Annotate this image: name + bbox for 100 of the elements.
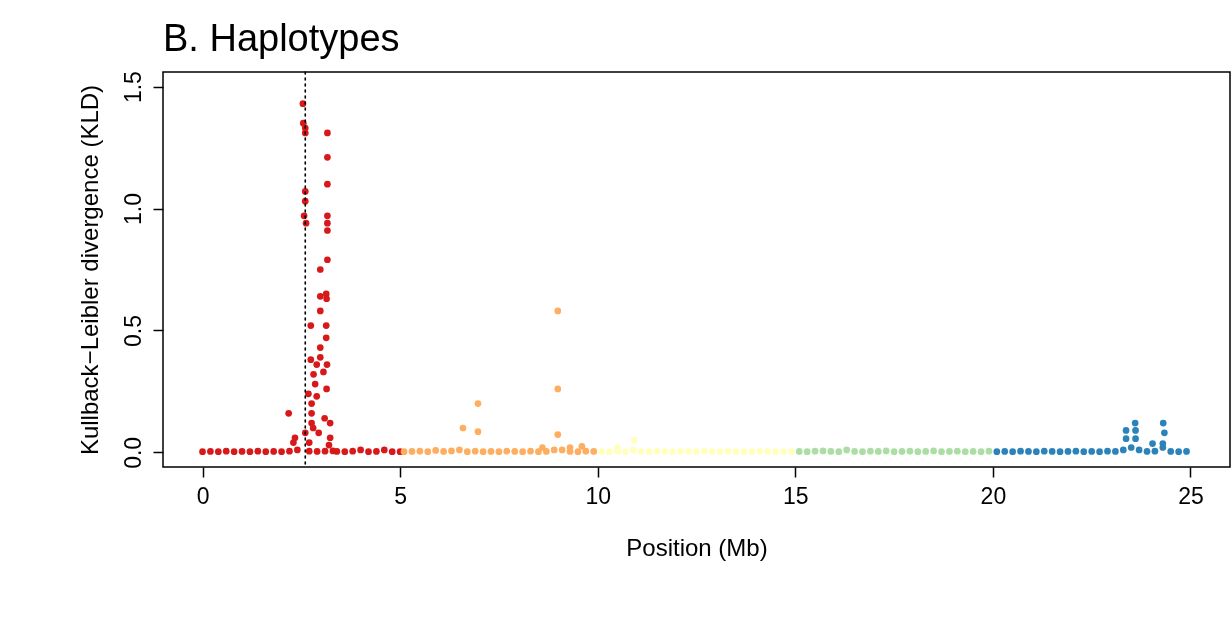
- point: [661, 448, 669, 455]
- point: [1151, 447, 1159, 455]
- point: [811, 447, 819, 455]
- point: [1122, 427, 1130, 434]
- point: [653, 447, 661, 455]
- point: [685, 448, 692, 455]
- point: [795, 448, 803, 455]
- point: [1001, 448, 1009, 455]
- point: [1119, 446, 1127, 454]
- point: [1104, 447, 1111, 455]
- point: [1017, 447, 1024, 455]
- chart-title: B. Haplotypes: [163, 16, 400, 59]
- point: [527, 447, 534, 455]
- point: [637, 448, 645, 455]
- y-tick-label: 0.5: [119, 314, 146, 347]
- point: [819, 447, 827, 455]
- point: [1096, 448, 1103, 455]
- point: [1040, 447, 1048, 455]
- point: [554, 431, 562, 438]
- point: [1048, 448, 1056, 455]
- point: [1127, 444, 1135, 451]
- point: [1132, 435, 1139, 443]
- point: [993, 448, 1001, 455]
- point: [495, 448, 503, 455]
- point: [416, 447, 424, 455]
- point: [1132, 427, 1139, 434]
- point: [1183, 448, 1190, 455]
- point: [851, 448, 858, 455]
- x-tick-label: 15: [783, 482, 809, 509]
- point: [511, 448, 519, 455]
- point: [1149, 440, 1156, 447]
- point: [432, 447, 440, 454]
- point: [614, 444, 621, 451]
- point: [550, 446, 558, 454]
- point: [1033, 448, 1040, 455]
- point: [740, 448, 748, 455]
- x-tick-label: 5: [394, 482, 408, 509]
- point: [629, 446, 637, 454]
- point: [764, 448, 771, 455]
- point: [424, 448, 432, 455]
- point: [1122, 435, 1130, 443]
- point: [732, 448, 740, 455]
- point: [590, 448, 598, 455]
- point: [471, 447, 479, 455]
- point: [1056, 448, 1064, 455]
- point: [630, 436, 638, 444]
- point: [578, 442, 586, 450]
- point: [922, 448, 930, 455]
- point: [953, 447, 961, 455]
- point: [843, 446, 851, 454]
- point: [448, 447, 455, 455]
- point: [724, 447, 732, 455]
- point: [1135, 446, 1143, 454]
- point: [566, 444, 574, 451]
- point: [1143, 448, 1151, 455]
- point: [890, 448, 898, 455]
- point: [867, 447, 874, 455]
- point: [669, 448, 677, 455]
- point: [1080, 448, 1088, 455]
- point: [708, 448, 716, 455]
- point: [1009, 448, 1016, 455]
- point: [558, 446, 566, 454]
- point: [1064, 448, 1072, 455]
- point: [1167, 448, 1175, 455]
- point: [554, 307, 562, 315]
- point: [1072, 447, 1080, 455]
- point: [1159, 440, 1167, 447]
- y-tick-label: 0.0: [119, 436, 146, 469]
- point: [780, 448, 787, 455]
- point: [1161, 429, 1168, 437]
- point: [756, 447, 764, 455]
- point: [906, 447, 914, 455]
- point: [474, 400, 482, 407]
- point: [1025, 448, 1032, 455]
- point: [535, 448, 542, 455]
- point: [748, 448, 756, 455]
- point: [914, 448, 922, 455]
- point: [582, 447, 590, 455]
- x-axis-title: Position (Mb): [626, 533, 768, 561]
- point: [539, 444, 546, 451]
- point: [938, 448, 945, 455]
- point: [598, 448, 606, 455]
- point: [1131, 419, 1139, 427]
- y-tick-label: 1.0: [119, 193, 146, 226]
- point: [606, 448, 613, 455]
- point: [1159, 419, 1167, 427]
- point: [859, 448, 866, 455]
- point: [1175, 448, 1182, 455]
- point: [474, 428, 482, 435]
- point: [1088, 448, 1096, 455]
- point: [961, 448, 969, 455]
- point: [487, 448, 495, 455]
- y-axis-title: Kullback−Leibler divergence (KLD): [75, 84, 103, 456]
- point: [985, 447, 993, 455]
- x-tick-label: 25: [1178, 482, 1204, 509]
- point: [459, 424, 467, 432]
- point: [645, 448, 653, 455]
- point: [827, 448, 835, 455]
- point: [874, 448, 882, 455]
- x-tick-label: 0: [196, 482, 210, 509]
